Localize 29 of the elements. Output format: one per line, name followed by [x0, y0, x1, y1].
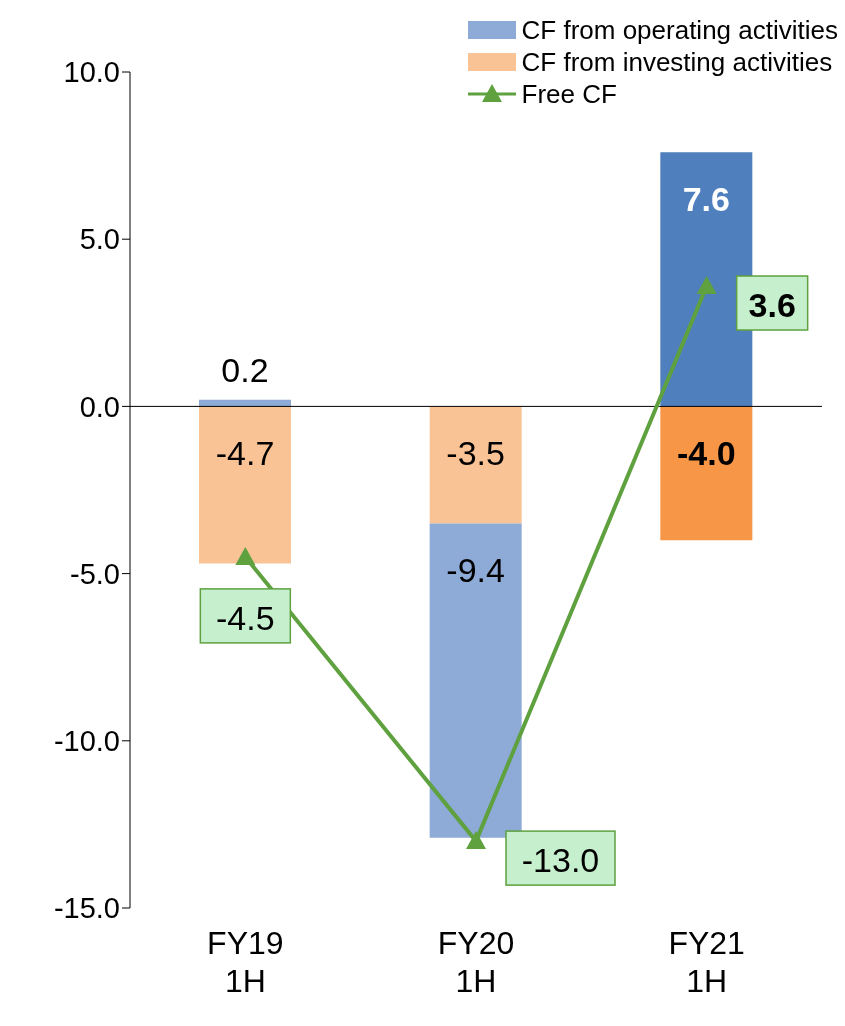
x-tick-label: FY21 1H: [668, 925, 745, 999]
data-label: -9.4: [446, 551, 505, 590]
data-label: -4.5: [216, 598, 275, 637]
x-tick-label: FY19 1H: [207, 925, 284, 999]
y-tick-label: -5.0: [70, 557, 120, 590]
y-tick-label: -10.0: [53, 725, 120, 758]
data-label: 0.2: [221, 350, 269, 389]
data-label: -13.0: [521, 841, 600, 880]
y-tick-label: -15.0: [53, 892, 120, 925]
x-tick-label: FY20 1H: [437, 925, 515, 999]
y-tick-label: 0.0: [79, 390, 120, 423]
point: [235, 546, 256, 565]
bar: [199, 406, 291, 564]
data-label: -3.5: [446, 434, 505, 473]
data-label: 3.6: [748, 286, 796, 325]
data-label: -4.7: [215, 434, 275, 473]
bar: [429, 523, 522, 838]
point: [466, 831, 486, 850]
y-tick-label: 10.0: [63, 56, 120, 89]
legend-label: Free CF: [521, 78, 617, 110]
bar: [199, 399, 291, 407]
point: [696, 276, 717, 295]
legend-label: CF from investing activities: [521, 46, 833, 78]
bar: [429, 406, 522, 524]
y-tick-label: 5.0: [79, 223, 120, 256]
legend-label: CF from operating activities: [521, 14, 838, 46]
data-label: 7.6: [682, 180, 730, 219]
data-label: -4.0: [677, 434, 736, 473]
bar: [660, 406, 753, 541]
